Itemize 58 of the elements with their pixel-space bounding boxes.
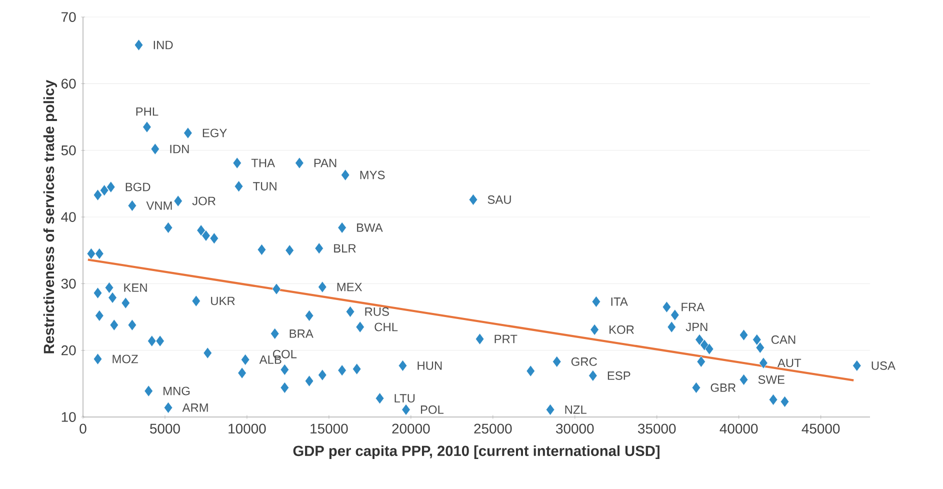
annotation: VNM: [146, 202, 172, 210]
annotation: PRT: [494, 334, 518, 344]
annotation: BGD: [126, 182, 150, 192]
annotation: BLR: [334, 244, 356, 252]
annotation: IDN: [170, 144, 189, 154]
x-tick-label: 10000: [228, 424, 266, 434]
annotation: JPN: [686, 322, 708, 332]
annotation: AUT: [777, 358, 802, 368]
x-tick-label: 0: [80, 424, 86, 434]
y-tick-label: 40: [61, 212, 76, 222]
annotation: UKR: [211, 296, 235, 306]
annotation: GRC: [571, 357, 597, 366]
annotation: PAN: [314, 158, 336, 168]
x-tick-label: 40000: [720, 424, 758, 434]
annotation: NZL: [565, 406, 586, 414]
annotation: MYS: [360, 170, 385, 180]
annotation: RUS: [365, 307, 389, 316]
annotation: POL: [420, 405, 444, 414]
x-tick-label: 15000: [310, 424, 348, 434]
annotation: LTU: [394, 394, 415, 403]
annotation: CHL: [374, 322, 398, 332]
y-tick-label: 60: [62, 78, 76, 89]
annotation: MOZ: [112, 354, 138, 364]
annotation: THA: [251, 158, 276, 168]
annotation: ESP: [608, 371, 630, 380]
annotation: KEN: [124, 284, 147, 292]
x-tick-label: 45000: [802, 424, 840, 434]
annotation: KOR: [610, 325, 634, 334]
annotation: ARM: [182, 404, 208, 412]
x-tick-label: 35000: [638, 424, 676, 434]
y-tick-label: 10: [62, 412, 76, 422]
annotation: PHL: [136, 107, 158, 116]
x-axis-title: GDP per capita PPP, 2010 [current international USD]: [293, 445, 660, 459]
annotation: BWA: [357, 224, 383, 232]
x-tick-label: 20000: [392, 424, 430, 434]
annotation: MEX: [337, 282, 362, 292]
annotation: BRA: [290, 330, 314, 338]
annotation: EGY: [202, 128, 227, 138]
x-tick-label: 25000: [474, 424, 512, 434]
annotation: USA: [872, 361, 896, 370]
annotation: ITA: [611, 298, 628, 306]
annotation: CAN: [771, 335, 796, 344]
annotation: FRA: [682, 302, 705, 312]
annotation: MNG: [164, 386, 190, 396]
annotation: TUN: [253, 182, 276, 191]
x-tick-label: 5000: [150, 424, 180, 434]
annotation: JOR: [192, 196, 216, 206]
annotation: SWE: [758, 375, 784, 384]
annotation: SAU: [488, 195, 511, 204]
y-tick-label: 50: [61, 145, 76, 156]
y-tick-label: 70: [62, 12, 76, 22]
y-axis-title: Restrictiveness of services trade policy: [43, 80, 57, 354]
x-tick-label: 30000: [556, 424, 594, 434]
y-tick-label: 20: [62, 345, 76, 356]
annotation: HUN: [418, 361, 442, 370]
y-tick-label: 30: [61, 278, 76, 289]
annotation: IND: [154, 40, 173, 50]
annotation: GBR: [710, 383, 736, 392]
